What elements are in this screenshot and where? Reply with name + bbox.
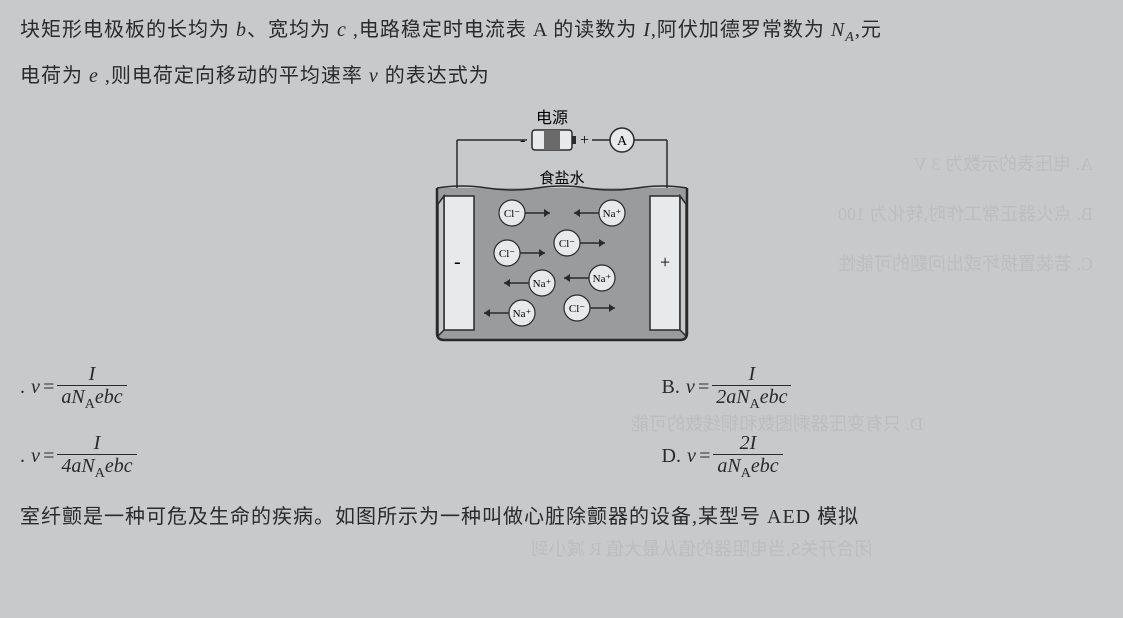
svg-text:Na⁺: Na⁺ (592, 273, 611, 285)
var-e: e (89, 65, 99, 87)
circuit-diagram: 电源 - + A 食盐水 - + Cl⁻ Cl⁻ (20, 108, 1103, 348)
eq-lhs: v (686, 376, 695, 399)
option-d-label: D. (662, 445, 681, 468)
denominator: 2aNAebc (712, 385, 791, 412)
text: ,则电荷定向移动的平均速率 (99, 65, 369, 87)
options-grid: . v = I aNAebc B. v = I 2aNAebc . v = I … (20, 363, 1103, 482)
option-b-label: B. (662, 376, 680, 399)
numerator: I (90, 432, 105, 454)
fraction: 2I aNAebc (713, 432, 782, 481)
label-power: 电源 (535, 109, 567, 127)
text: 块矩形电极板的长均为 (20, 19, 236, 41)
denominator: 4aNAebc (57, 454, 136, 481)
numerator: I (745, 363, 760, 385)
option-c: . v = I 4aNAebc (20, 432, 462, 481)
svg-text:Cl⁻: Cl⁻ (558, 238, 574, 250)
problem-text: 块矩形电极板的长均为 b、宽均为 c ,电路稳定时电流表 A 的读数为 I,阿伏… (20, 8, 1103, 98)
label-salt: 食盐水 (539, 170, 584, 187)
text: 电荷为 (20, 65, 89, 87)
text: 的表达式为 (379, 65, 490, 87)
svg-text:Na⁺: Na⁺ (512, 308, 531, 320)
option-c-label: . (20, 445, 25, 468)
fraction: I 4aNAebc (57, 432, 136, 481)
option-a-label: . (20, 376, 25, 399)
electrode-plus: + (660, 252, 670, 272)
electrode-left-side (438, 196, 444, 336)
text: ,元 (855, 19, 882, 41)
eq-lhs: v (687, 445, 696, 468)
ammeter-label: A (616, 134, 627, 149)
var-b: b (236, 19, 247, 41)
svg-text:Cl⁻: Cl⁻ (498, 248, 514, 260)
option-d: D. v = 2I aNAebc (662, 432, 1104, 481)
battery-band (544, 130, 560, 150)
eq-lhs: v (31, 445, 40, 468)
numerator: I (85, 363, 100, 385)
diagram-svg: 电源 - + A 食盐水 - + Cl⁻ Cl⁻ (402, 108, 722, 348)
denominator: aNAebc (713, 454, 782, 481)
problem-line-2: 电荷为 e ,则电荷定向移动的平均速率 v 的表达式为 (20, 54, 1103, 98)
text: ,电路稳定时电流表 A 的读数为 (347, 19, 643, 41)
svg-text:Cl⁻: Cl⁻ (568, 303, 584, 315)
fraction: I aNAebc (57, 363, 126, 412)
eq-lhs: v (31, 376, 40, 399)
svg-text:Na⁺: Na⁺ (602, 208, 621, 220)
option-a: . v = I aNAebc (20, 363, 462, 412)
denominator: aNAebc (57, 385, 126, 412)
battery-plus: + (580, 132, 589, 149)
next-problem-text: 室纤颤是一种可危及生命的疾病。如图所示为一种叫做心脏除颤器的设备,某型号 AED… (20, 500, 1103, 529)
electrode-right-side (680, 196, 686, 336)
var-v: v (369, 65, 379, 87)
var-NA: NA (831, 19, 855, 41)
fraction: I 2aNAebc (712, 363, 791, 412)
electrode-minus: - (454, 251, 461, 273)
svg-text:Cl⁻: Cl⁻ (503, 208, 519, 220)
numerator: 2I (736, 432, 761, 454)
text: ,阿伏加德罗常数为 (651, 19, 831, 41)
ghost-text: 闭合开关S,当电阻器的值从最大值 R 减小到 (531, 535, 873, 561)
var-I: I (643, 19, 651, 41)
option-b: B. v = I 2aNAebc (662, 363, 1104, 412)
var-c: c (337, 19, 347, 41)
text: 、宽均为 (247, 19, 337, 41)
problem-line-1: 块矩形电极板的长均为 b、宽均为 c ,电路稳定时电流表 A 的读数为 I,阿伏… (20, 8, 1103, 54)
svg-text:Na⁺: Na⁺ (532, 278, 551, 290)
battery-terminal (572, 136, 576, 144)
